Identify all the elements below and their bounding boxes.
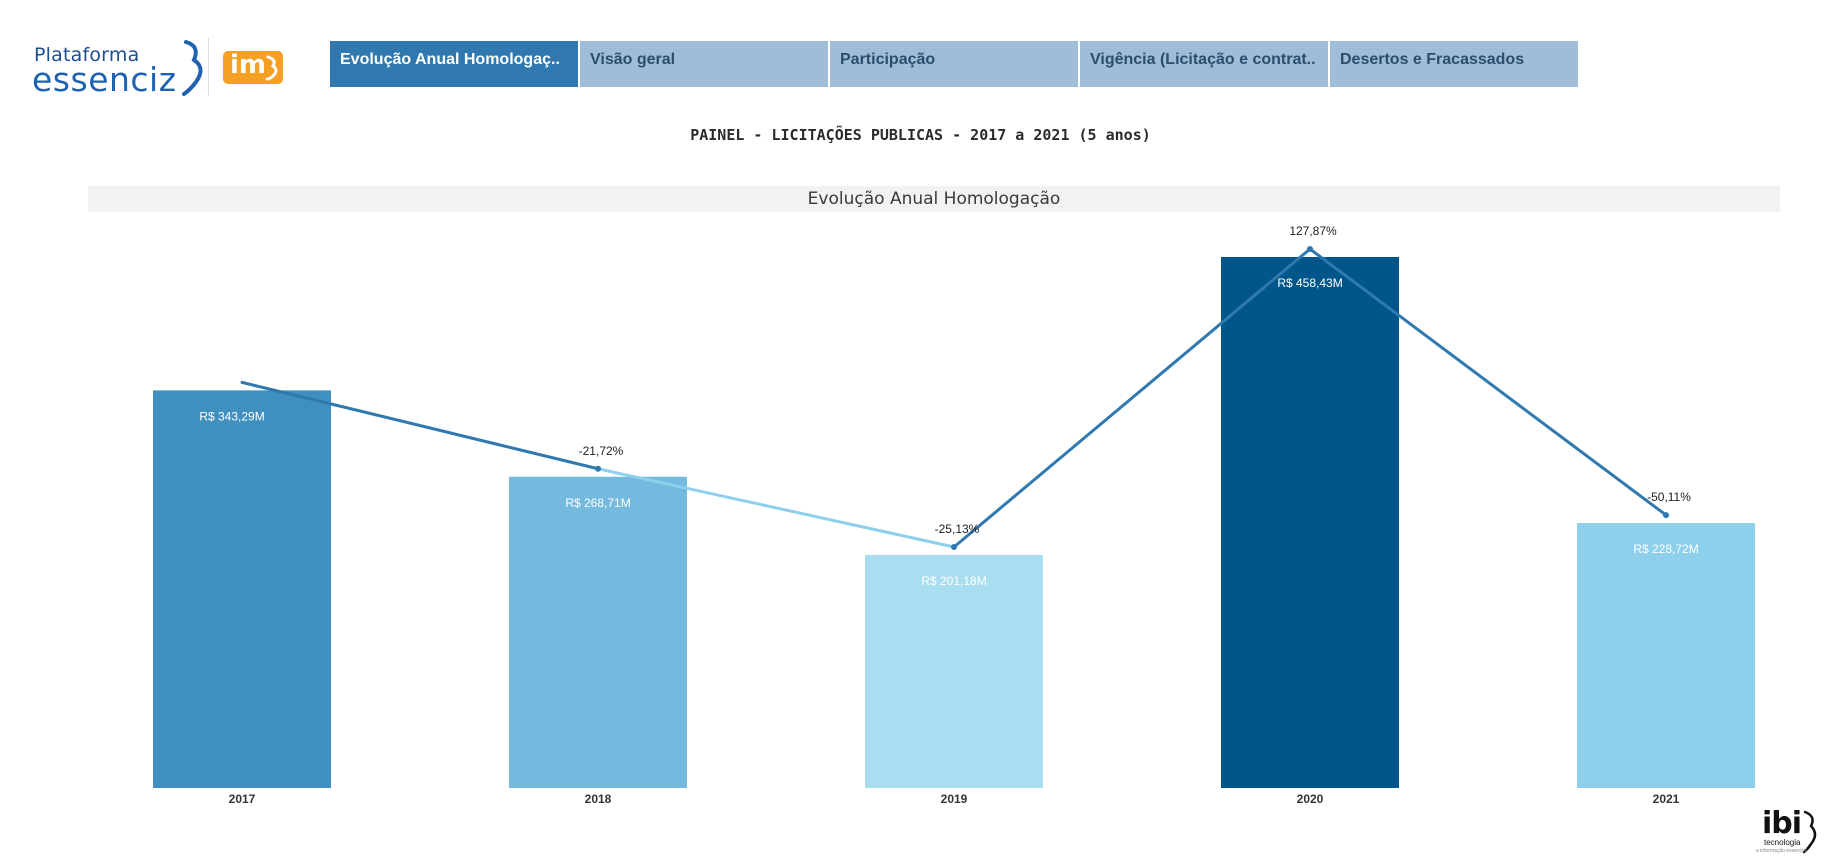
tab-vigencia[interactable]: Vigência (Licitação e contrat..: [1080, 41, 1328, 87]
line-point: [951, 543, 957, 550]
x-tick-label: 2017: [229, 792, 256, 806]
pct-change-label: 127,87%: [1289, 224, 1337, 238]
chart-bar: [1221, 257, 1399, 788]
bar-value-label: R$ 458,43M: [1277, 276, 1342, 290]
x-tick-label: 2018: [585, 792, 612, 806]
tab-desertos-fracassados[interactable]: Desertos e Fracassados: [1330, 41, 1578, 87]
tab-visao-geral[interactable]: Visão geral: [580, 41, 828, 87]
tab-participacao[interactable]: Participação: [830, 41, 1078, 87]
ibi-logo-name: ibi: [1762, 806, 1802, 841]
chart-title: Evolução Anual Homologação: [807, 189, 1061, 209]
ibi-swirl-icon: [1802, 810, 1817, 854]
chart-bar: [153, 390, 331, 788]
pct-change-label: -50,11%: [1647, 490, 1691, 504]
chart-bar: [865, 554, 1043, 788]
logo-divider: [208, 38, 209, 96]
x-tick-label: 2021: [1653, 792, 1680, 806]
line-point: [1663, 512, 1669, 519]
line-segment: [240, 380, 600, 471]
im-badge: im: [223, 50, 283, 84]
line-point: [1307, 246, 1313, 252]
platform-logo: Plataforma essenciz im: [30, 36, 290, 99]
line-segment: [1308, 247, 1668, 517]
logo-swirl-icon: [182, 40, 203, 96]
bar-value-label: R$ 201,18M: [921, 574, 986, 588]
bar-value-label: R$ 343,29M: [199, 409, 264, 423]
chart-bar: [509, 476, 687, 788]
chart-header: Evolução Anual Homologação: [88, 186, 1780, 212]
line-segment: [596, 467, 956, 549]
logo-line1: Plataforma: [34, 44, 140, 66]
im-badge-text: im: [230, 50, 267, 80]
tab-bar: Evolução Anual Homologaç.. Visão geral P…: [330, 41, 1580, 87]
pct-change-label: -21,72%: [579, 444, 624, 458]
tab-evolucao-anual[interactable]: Evolução Anual Homologaç..: [330, 41, 578, 87]
line-segment: [952, 247, 1312, 549]
im-swirl-icon: [265, 55, 278, 81]
pct-change-label: -25,13%: [935, 522, 980, 536]
line-point: [595, 465, 601, 472]
logo-line2: essenciz: [32, 60, 177, 99]
chart-bar: [1577, 523, 1755, 788]
bar-value-label: R$ 268,71M: [565, 496, 630, 510]
ibi-logo: ibi tecnologia a informação essencial: [1752, 806, 1822, 858]
x-tick-label: 2019: [941, 792, 968, 806]
page-title: PAINEL - LICITAÇÕES PUBLICAS - 2017 a 20…: [690, 126, 1151, 144]
ibi-logo-sub: tecnologia: [1764, 838, 1801, 847]
ibi-logo-tagline: a informação essencial: [1756, 848, 1808, 854]
bar-value-label: R$ 228,72M: [1633, 542, 1698, 556]
x-tick-label: 2020: [1297, 792, 1324, 806]
